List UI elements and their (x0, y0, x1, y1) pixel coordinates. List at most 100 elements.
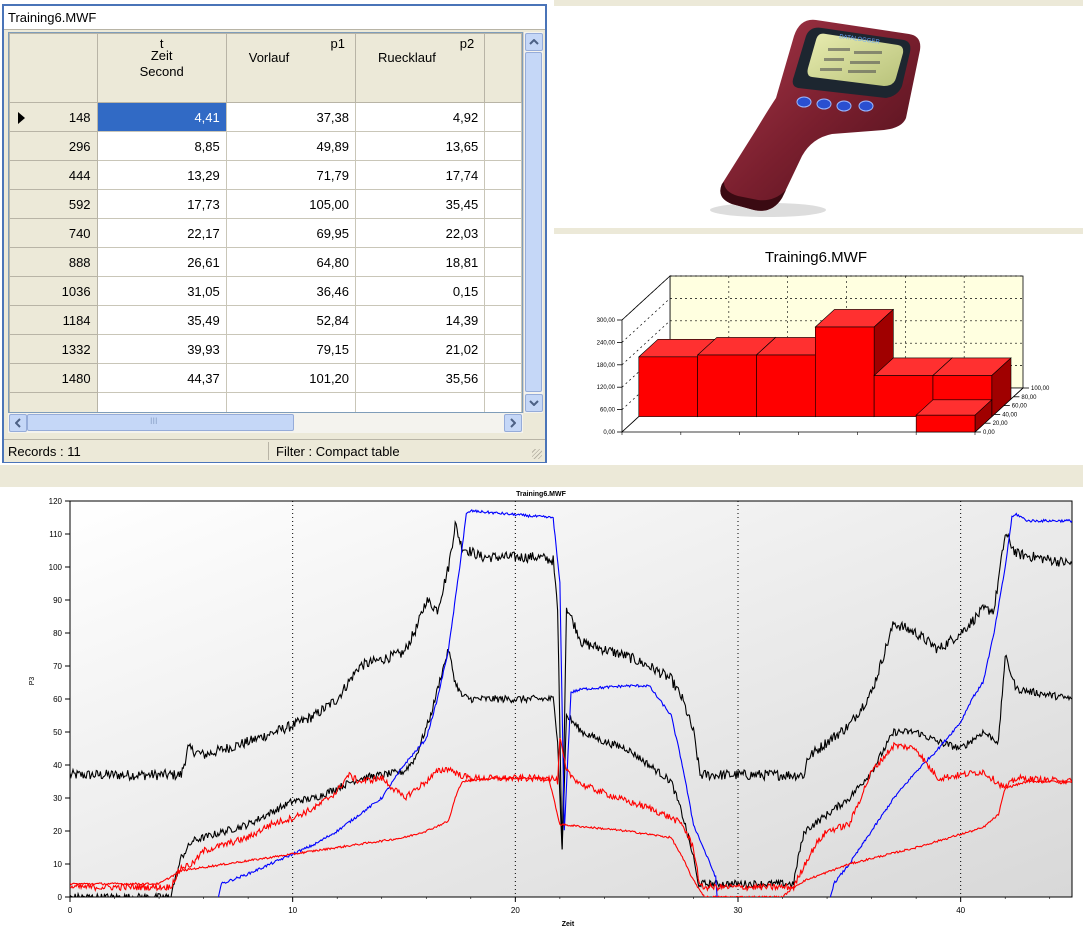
cell-t[interactable]: 26,61 (96, 247, 227, 277)
vertical-scrollbar[interactable] (523, 32, 543, 413)
new-row[interactable] (9, 392, 522, 412)
row-id: 444 (68, 167, 91, 183)
row-header[interactable]: 1332 (9, 334, 98, 364)
empty-cell (355, 392, 486, 412)
table-row[interactable]: 592 17,73 105,00 35,45 (9, 189, 522, 219)
cell-t[interactable]: 31,05 (96, 276, 227, 306)
row-header[interactable]: 1184 (9, 305, 98, 335)
y-tick-label: 10 (53, 860, 62, 869)
table-row[interactable]: 740 22,17 69,95 22,03 (9, 218, 522, 248)
table-row[interactable]: 148 4,41 37,38 4,92 (9, 102, 522, 132)
row-id: 592 (68, 196, 91, 212)
scroll-down-button[interactable] (525, 394, 543, 412)
x-tick-label: 10 (288, 906, 297, 915)
column-header-p2[interactable]: p2 Ruecklauf (355, 33, 486, 103)
column-name: Zeit (150, 48, 173, 63)
empty-cell (484, 363, 522, 393)
data-grid[interactable]: t Zeit Second p1 Vorlauf p2 Ruecklauf 14 (8, 32, 523, 413)
horizontal-scroll-thumb[interactable]: III (27, 414, 294, 431)
column-code: p1 (330, 36, 346, 51)
column-code: p2 (459, 36, 475, 51)
row-header[interactable]: 1036 (9, 276, 98, 306)
current-row-marker-icon (18, 112, 25, 124)
table-row[interactable]: 1332 39,93 79,15 21,02 (9, 334, 522, 364)
empty-cell (484, 276, 522, 306)
y-tick-label: 50 (53, 728, 62, 737)
y-tick-label: 40 (53, 761, 62, 770)
table-row[interactable]: 296 8,85 49,89 13,65 (9, 131, 522, 161)
cell-p2[interactable]: 35,56 (355, 363, 486, 393)
chevron-right-icon (510, 418, 516, 428)
table-row[interactable]: 1184 35,49 52,84 14,39 (9, 305, 522, 335)
cell-p1[interactable]: 37,38 (225, 102, 357, 132)
scroll-right-button[interactable] (504, 414, 522, 432)
column-header-p1[interactable]: p1 Vorlauf (225, 33, 357, 103)
z-tick-label: 40,00 (1002, 412, 1018, 418)
cell-p1[interactable]: 49,89 (225, 131, 357, 161)
row-header[interactable]: 1480 (9, 363, 98, 393)
cell-p2[interactable]: 0,15 (355, 276, 486, 306)
chevron-down-icon (529, 400, 539, 406)
bar-front (756, 354, 816, 417)
table-row[interactable]: 1480 44,37 101,20 35,56 (9, 363, 522, 393)
records-count: Records : 11 (8, 444, 81, 459)
device-image-panel: DATALOGGER (554, 0, 1083, 234)
scroll-left-button[interactable] (9, 414, 27, 432)
vertical-scroll-thumb[interactable] (525, 52, 542, 392)
cell-p1[interactable]: 105,00 (225, 189, 357, 219)
row-header[interactable]: 296 (9, 131, 98, 161)
cell-p2[interactable]: 4,92 (355, 102, 486, 132)
row-indicator-header[interactable] (9, 33, 98, 103)
y-axis-label: P3 (29, 677, 36, 686)
data-grid-window: Training6.MWF t Zeit Second p1 Vorlauf (2, 4, 547, 463)
cell-p1[interactable]: 36,46 (225, 276, 357, 306)
row-id: 1480 (61, 370, 91, 386)
column-header-t[interactable]: t Zeit Second (96, 33, 227, 103)
row-header[interactable]: 888 (9, 247, 98, 277)
cell-p2[interactable]: 17,74 (355, 160, 486, 190)
table-row[interactable]: 888 26,61 64,80 18,81 (9, 247, 522, 277)
table-row[interactable]: 1036 31,05 36,46 0,15 (9, 276, 522, 306)
bar-front (638, 356, 698, 417)
cell-p2[interactable]: 21,02 (355, 334, 486, 364)
empty-cell (484, 102, 522, 132)
y-tick-label: 60 (53, 695, 62, 704)
row-id: 1184 (62, 312, 91, 328)
cell-t[interactable]: 8,85 (96, 131, 227, 161)
y-tick-label: 90 (53, 596, 62, 605)
empty-cell (484, 305, 522, 335)
cell-t[interactable]: 44,37 (96, 363, 227, 393)
bar-front (915, 414, 976, 433)
cell-p1[interactable]: 52,84 (225, 305, 357, 335)
cell-t[interactable]: 13,29 (96, 160, 227, 190)
cell-p2[interactable]: 35,45 (355, 189, 486, 219)
horizontal-scrollbar[interactable]: III (8, 413, 523, 433)
empty-cell (484, 392, 522, 412)
cell-t[interactable]: 4,41 (96, 102, 227, 132)
cell-p1[interactable]: 64,80 (225, 247, 357, 277)
x-axis-label: Zeit (562, 921, 575, 928)
cell-p1[interactable]: 101,20 (225, 363, 357, 393)
row-id: 888 (68, 254, 91, 270)
cell-p2[interactable]: 14,39 (355, 305, 486, 335)
row-header[interactable]: 444 (9, 160, 98, 190)
table-row[interactable]: 444 13,29 71,79 17,74 (9, 160, 522, 190)
row-header[interactable]: 148 (9, 102, 98, 132)
cell-p1[interactable]: 69,95 (225, 218, 357, 248)
scroll-up-button[interactable] (525, 33, 543, 51)
cell-p1[interactable]: 71,79 (225, 160, 357, 190)
row-header[interactable]: 592 (9, 189, 98, 219)
cell-t[interactable]: 35,49 (96, 305, 227, 335)
cell-t[interactable]: 22,17 (96, 218, 227, 248)
cell-t[interactable]: 39,93 (96, 334, 227, 364)
resize-grip-icon[interactable] (532, 449, 542, 459)
cell-p2[interactable]: 22,03 (355, 218, 486, 248)
bar-front (814, 326, 875, 417)
row-header[interactable]: 740 (9, 218, 98, 248)
cell-p2[interactable]: 13,65 (355, 131, 486, 161)
y-tick-label: 0,00 (603, 430, 615, 436)
cell-p1[interactable]: 79,15 (225, 334, 357, 364)
cell-t[interactable]: 17,73 (96, 189, 227, 219)
row-id: 1332 (61, 341, 91, 357)
cell-p2[interactable]: 18,81 (355, 247, 486, 277)
